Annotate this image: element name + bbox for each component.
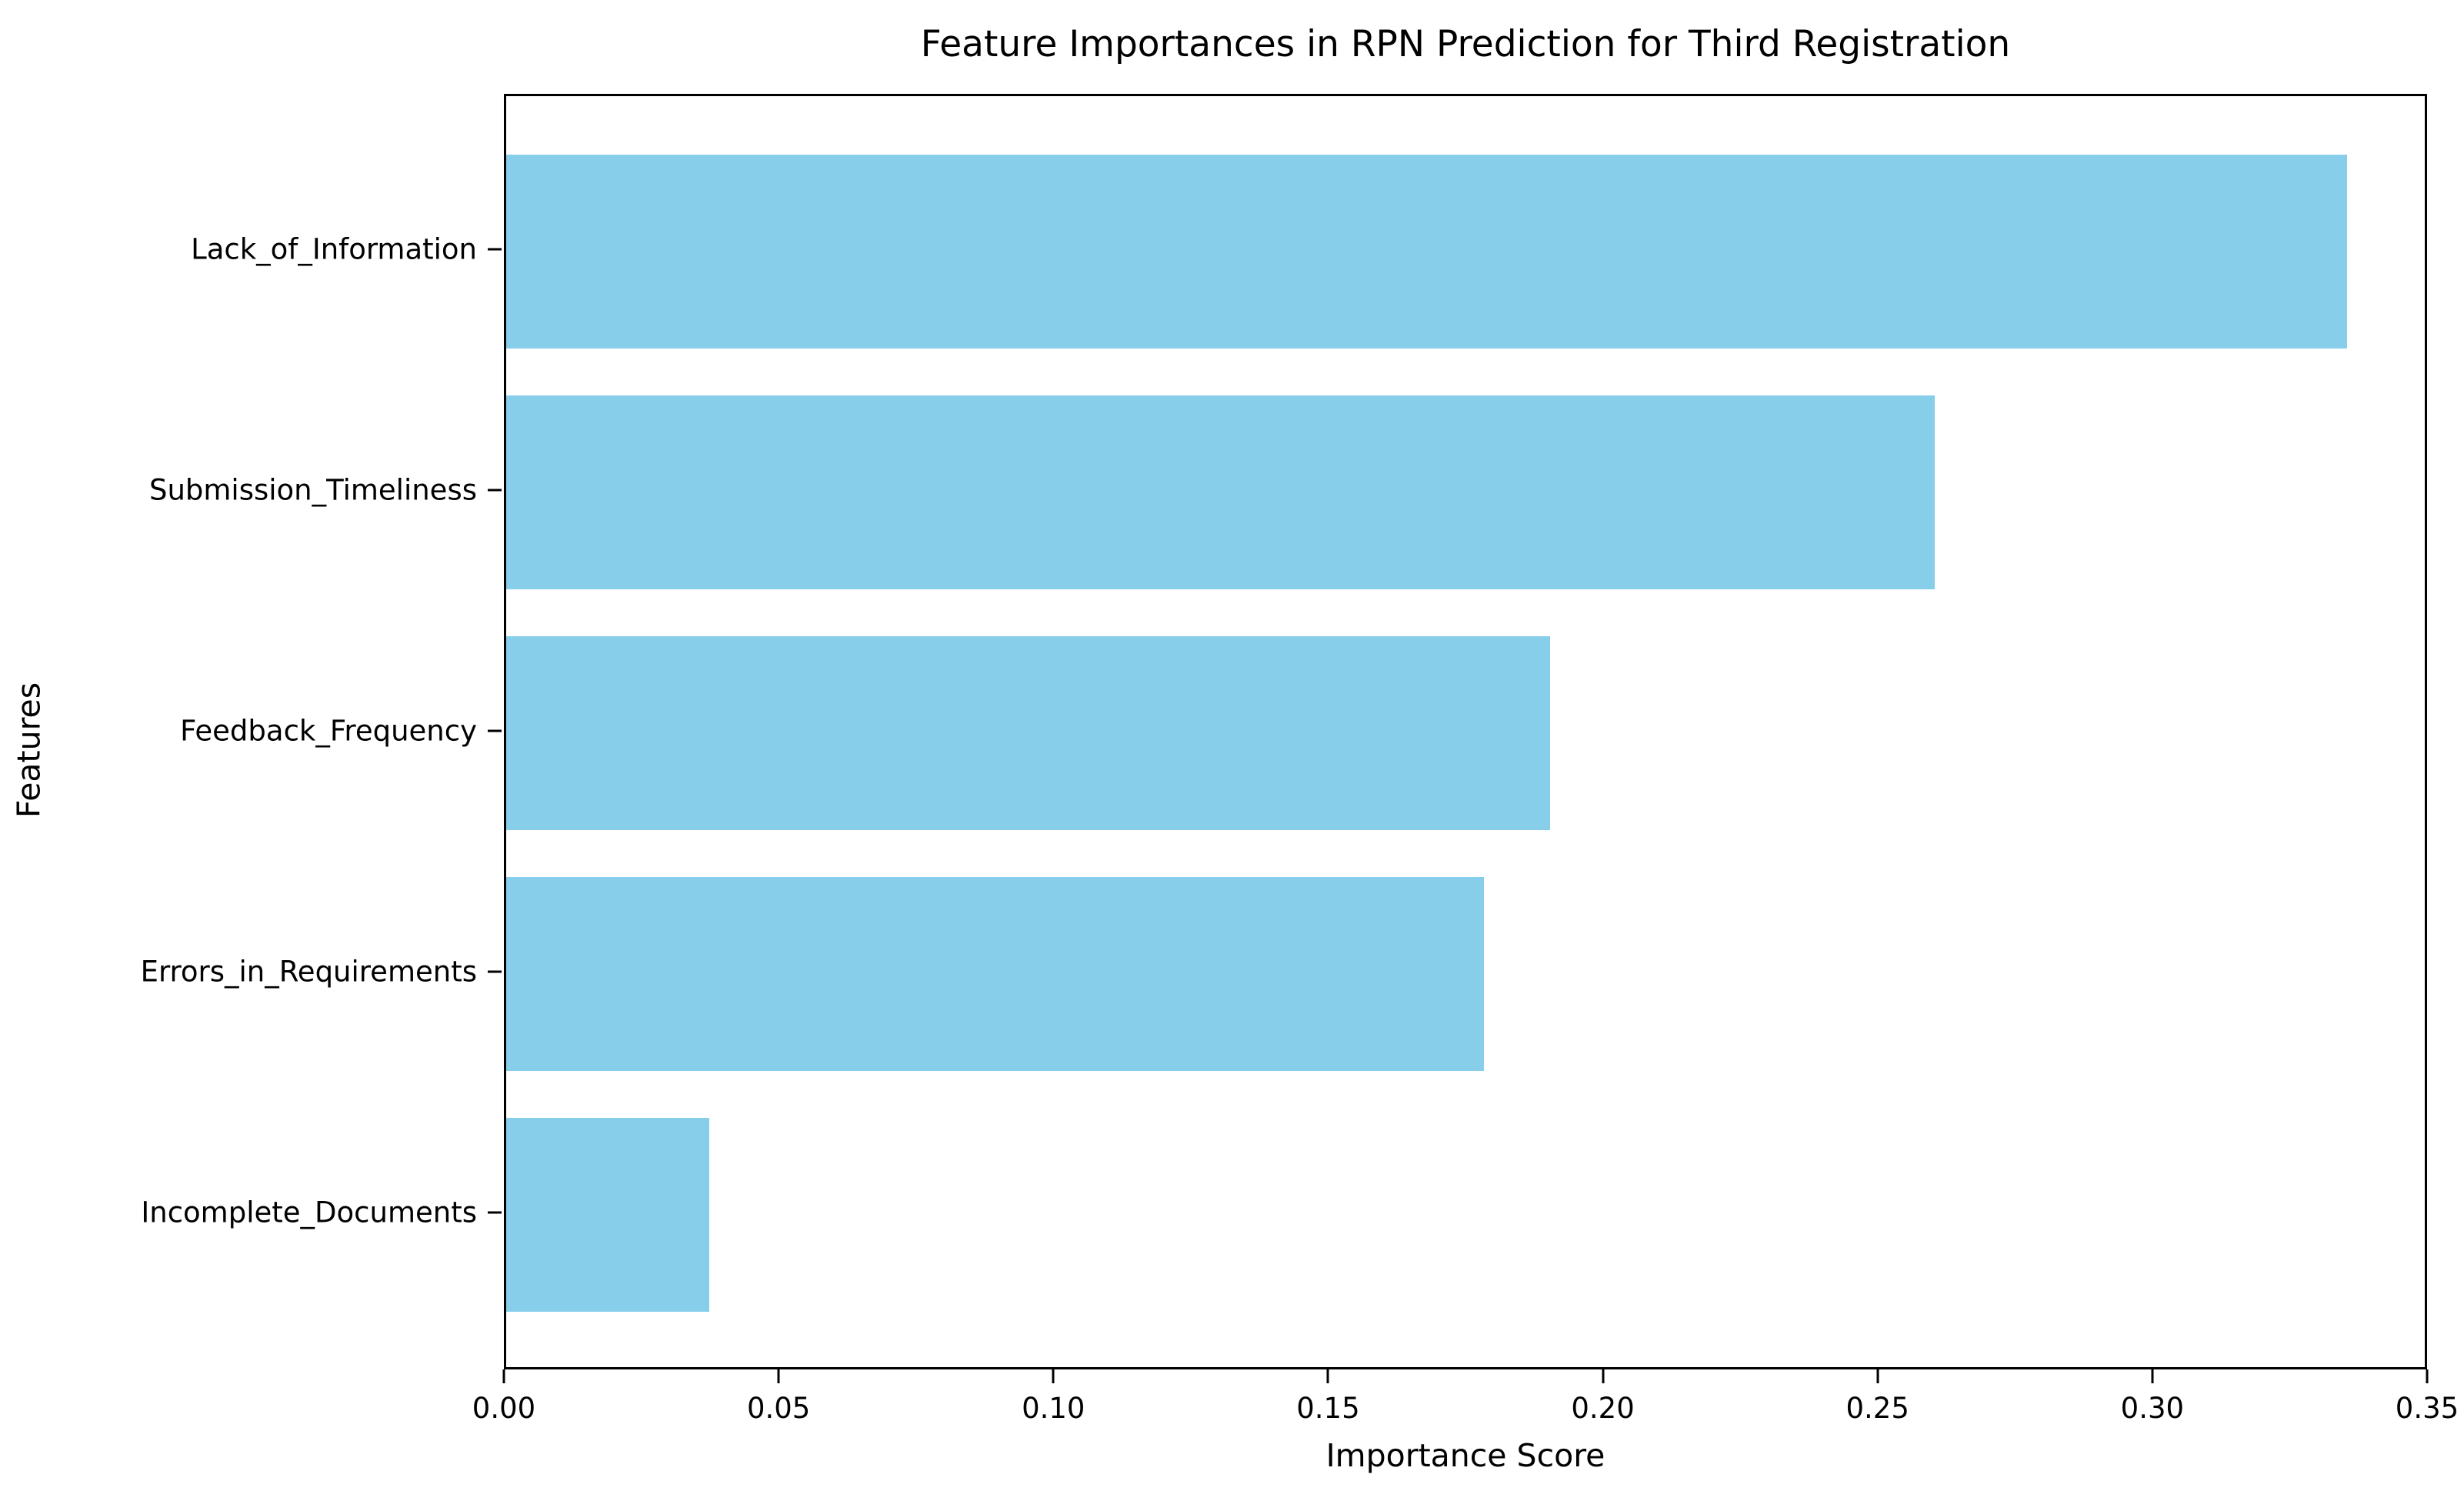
y-tick-mark: [488, 970, 502, 973]
bar-submission_timeliness: [506, 395, 1935, 589]
y-tick-mark: [488, 1211, 502, 1214]
x-tick-label-0.00: 0.00: [472, 1392, 536, 1425]
y-tick-label-errors_in_requirements: Errors_in_Requirements: [140, 955, 477, 989]
x-tick-label-0.30: 0.30: [2120, 1392, 2185, 1425]
bar-incomplete_documents: [506, 1118, 709, 1312]
x-tick-label-0.05: 0.05: [746, 1392, 811, 1425]
y-tick-label-submission_timeliness: Submission_Timeliness: [148, 473, 477, 507]
y-tick-label-feedback_frequency: Feedback_Frequency: [180, 714, 477, 748]
x-tick-label-0.15: 0.15: [1296, 1392, 1360, 1425]
bar-feedback_frequency: [506, 636, 1550, 830]
y-tick-label-lack_of_information: Lack_of_Information: [191, 232, 477, 266]
x-tick-label-0.10: 0.10: [1022, 1392, 1085, 1425]
y-tick-mark: [488, 729, 502, 732]
y-tick-mark: [488, 489, 502, 492]
x-tick-label-0.25: 0.25: [1845, 1392, 1909, 1425]
chart-title: Feature Importances in RPN Prediction fo…: [920, 23, 2011, 65]
x-tick-mark: [502, 1369, 505, 1383]
y-tick-mark: [488, 248, 502, 251]
x-tick-label-0.20: 0.20: [1571, 1392, 1635, 1425]
x-tick-mark: [2426, 1369, 2429, 1383]
bar-lack_of_information: [506, 155, 2347, 349]
bar-errors_in_requirements: [506, 877, 1484, 1071]
plot-area: [504, 94, 2427, 1369]
x-tick-mark: [1602, 1369, 1605, 1383]
x-tick-label-0.35: 0.35: [2395, 1392, 2459, 1425]
x-tick-mark: [1052, 1369, 1055, 1383]
x-tick-mark: [777, 1369, 780, 1383]
y-tick-label-incomplete_documents: Incomplete_Documents: [141, 1196, 477, 1229]
x-tick-mark: [2151, 1369, 2154, 1383]
x-tick-mark: [1326, 1369, 1329, 1383]
y-axis-label: Features: [10, 682, 48, 819]
x-tick-mark: [1876, 1369, 1879, 1383]
x-axis-label: Importance Score: [1325, 1437, 1605, 1474]
